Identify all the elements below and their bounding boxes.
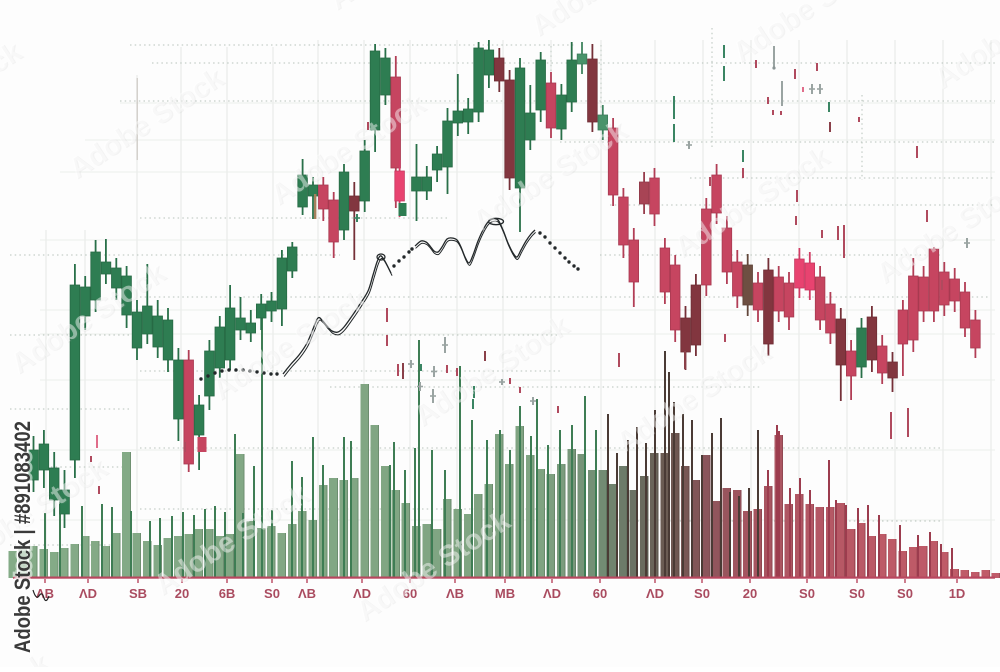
svg-text:20: 20	[743, 586, 757, 601]
svg-text:Adobe Stock | #891083402: Adobe Stock | #891083402	[10, 421, 35, 653]
svg-text:ΛD: ΛD	[353, 586, 371, 601]
svg-text:ΛB: ΛB	[36, 586, 54, 601]
svg-text:S0: S0	[849, 586, 865, 601]
svg-text:S0: S0	[799, 586, 815, 601]
svg-text:60: 60	[593, 586, 607, 601]
svg-text:ΛB: ΛB	[446, 586, 464, 601]
svg-text:S0: S0	[897, 586, 913, 601]
svg-text:ΛD: ΛD	[543, 586, 561, 601]
svg-text:60: 60	[403, 586, 417, 601]
svg-text:20: 20	[175, 586, 189, 601]
svg-text:ΛB: ΛB	[298, 586, 316, 601]
svg-text:S0: S0	[694, 586, 710, 601]
svg-text:6B: 6B	[219, 586, 236, 601]
svg-text:ΛD: ΛD	[646, 586, 664, 601]
svg-text:MB: MB	[495, 586, 515, 601]
svg-text:SB: SB	[129, 586, 147, 601]
svg-text:ΛD: ΛD	[79, 586, 97, 601]
svg-text:Adobe Stock | #891083402: Adobe Stock | #891083402	[10, 421, 35, 653]
svg-text:S0: S0	[264, 586, 280, 601]
svg-text:1D: 1D	[949, 586, 966, 601]
